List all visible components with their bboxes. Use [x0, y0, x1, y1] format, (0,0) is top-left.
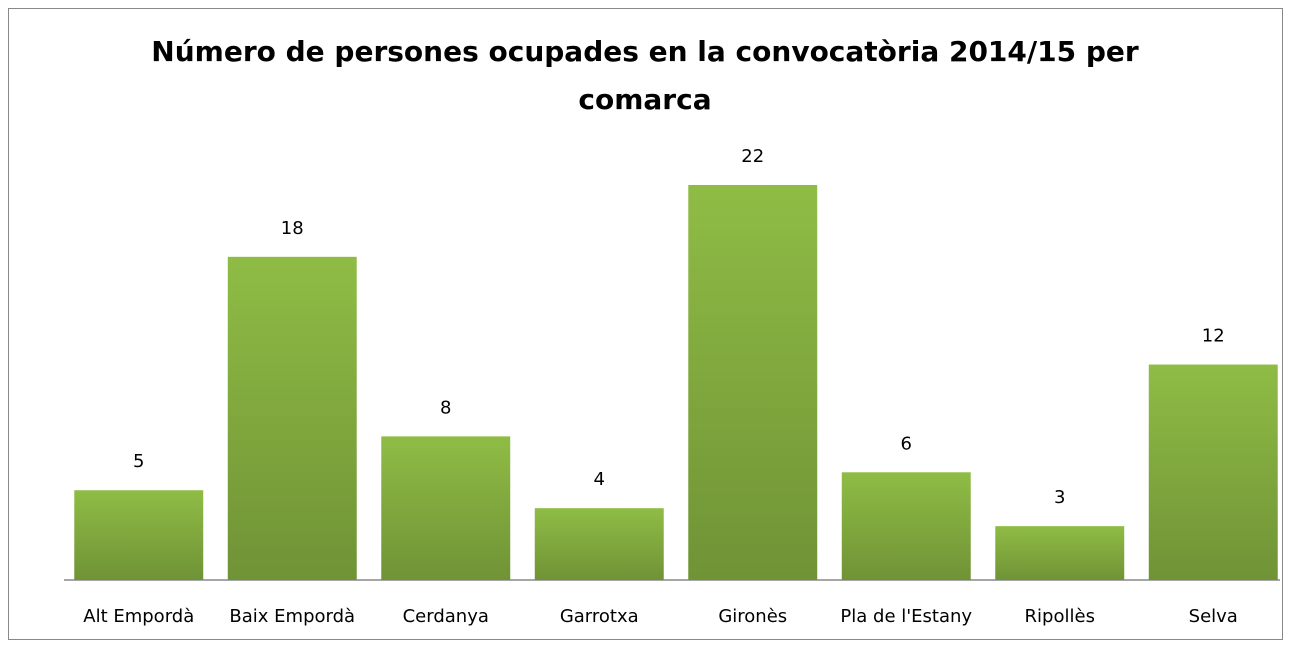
value-label: 8	[440, 397, 451, 418]
chart-title: Número de persones ocupades en la convoc…	[151, 35, 1139, 116]
bar-shade	[534, 508, 664, 580]
bar-shade	[995, 526, 1125, 580]
value-label: 4	[594, 469, 605, 490]
x-tick-label: Garrotxa	[560, 606, 639, 627]
bar-shade	[688, 185, 818, 580]
x-tick-label: Cerdanya	[403, 606, 489, 627]
value-label: 18	[281, 218, 304, 239]
bar-shade	[841, 472, 971, 580]
x-tick-label: Ripollès	[1025, 606, 1095, 627]
value-label: 22	[741, 146, 764, 167]
x-tick-label: Selva	[1189, 606, 1238, 627]
bar-shade	[381, 436, 511, 580]
x-tick-label: Baix Empordà	[229, 606, 355, 627]
value-label: 12	[1202, 326, 1225, 347]
value-label: 5	[133, 451, 144, 472]
bar-shade	[74, 490, 204, 580]
x-tick-label: Pla de l'Estany	[840, 606, 972, 627]
x-tick-label: Gironès	[718, 606, 787, 627]
value-label: 3	[1054, 487, 1065, 508]
bar-shade	[1148, 364, 1278, 580]
x-tick-label: Alt Empordà	[83, 606, 194, 627]
value-label: 6	[901, 433, 912, 454]
bar-shade	[227, 256, 357, 580]
